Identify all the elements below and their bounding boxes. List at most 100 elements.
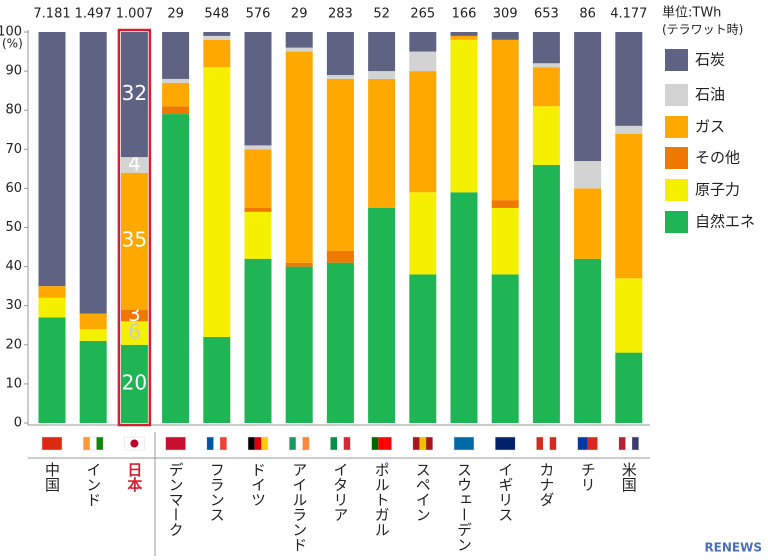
legend-label: 石炭: [695, 51, 725, 69]
legend-label: ガス: [695, 118, 725, 136]
bar-segment: [615, 32, 643, 126]
bar-segment: [120, 321, 148, 345]
flag: [248, 437, 255, 450]
bar-segment: [79, 32, 107, 314]
bar-segment: [326, 75, 354, 79]
total-label: 1.007: [116, 7, 153, 22]
bar-segment: [491, 200, 519, 208]
bar-segment: [574, 32, 602, 162]
y-tick-label: 60: [5, 181, 22, 196]
x-tick-label: 米国: [620, 462, 638, 492]
x-tick-label: デンマーク: [167, 462, 185, 537]
flag: [625, 437, 633, 450]
bar-segment: [368, 207, 396, 423]
bar-segment: [203, 32, 231, 36]
x-tick-label: 中国: [43, 462, 61, 492]
flag: [261, 437, 268, 450]
flag: [587, 437, 598, 450]
total-label: 283: [328, 7, 353, 22]
bar-segment: [450, 192, 478, 423]
unit-label: (テラワット時): [662, 23, 743, 37]
flag: [426, 437, 433, 450]
bar-segment: [285, 266, 313, 423]
bar-segment: [615, 352, 643, 423]
flag: [254, 437, 262, 450]
flag: [618, 437, 626, 450]
flag: [337, 437, 344, 450]
flag: [454, 437, 474, 450]
bar-segment: [120, 309, 148, 322]
flag: [289, 437, 296, 450]
flag-border: [412, 436, 434, 451]
bar-segment: [203, 67, 231, 337]
flag-border: [618, 436, 640, 451]
flag-border: [577, 436, 598, 451]
bar-segment: [326, 32, 354, 76]
bar-segment: [574, 188, 602, 259]
bar-segment: [244, 211, 272, 259]
y-tick-label: 10: [5, 376, 22, 391]
flag: [536, 437, 544, 450]
flag: [165, 437, 186, 450]
flag-dot: [130, 439, 139, 448]
x-tick-label: 日本: [125, 462, 143, 493]
y-tick-label: 40: [5, 259, 22, 274]
bar-segment: [532, 63, 560, 68]
x-tick-label: カナダ: [537, 462, 555, 507]
flag: [419, 437, 427, 450]
y-tick-label: 70: [5, 142, 22, 157]
bar-segment: [491, 274, 519, 423]
data-label: 20: [122, 370, 147, 394]
bar-segment: [162, 78, 190, 83]
flag-border: [494, 436, 516, 451]
bar-segment: [450, 39, 478, 193]
y-tick-label: 90: [5, 64, 22, 79]
bar-segment: [285, 262, 313, 267]
bar-segment: [450, 35, 478, 40]
flag: [495, 437, 516, 450]
bar-segment: [368, 32, 396, 72]
bar-segment: [326, 250, 354, 263]
x-tick-label: スペイン: [414, 462, 432, 522]
x-tick-label: アイルランド: [290, 462, 308, 552]
bar-segment: [615, 278, 643, 353]
data-label: 35: [122, 228, 147, 252]
legend-label: 原子力: [695, 181, 740, 199]
flag-border: [124, 436, 145, 451]
total-label: 653: [534, 7, 559, 22]
flag: [378, 437, 385, 450]
bar-segment: [491, 39, 519, 201]
x-tick-label: ポルトガル: [373, 462, 391, 537]
bar-segment: [244, 207, 272, 212]
bar-segment: [409, 32, 437, 52]
bar-segment: [162, 32, 190, 79]
y-tick-label: 100: [0, 25, 22, 40]
bar-segment: [409, 71, 437, 193]
flag: [549, 437, 557, 450]
bar-segment: [203, 39, 231, 68]
y-unit-label: (%): [2, 37, 23, 51]
flag: [577, 437, 588, 450]
flag-border: [330, 436, 351, 451]
bar-segment: [615, 125, 643, 134]
total-label: 4.177: [610, 7, 647, 22]
y-tick-label: 80: [5, 103, 22, 118]
bar-segment: [532, 164, 560, 423]
flag: [543, 437, 550, 450]
bar-segment: [162, 106, 190, 115]
bar-segment: [532, 32, 560, 64]
bar-segment: [244, 258, 272, 423]
flag-border: [41, 436, 63, 451]
flag: [96, 437, 104, 450]
x-tick-label: スウェーデン: [455, 462, 473, 552]
legend-swatch: [665, 211, 688, 233]
bar-segment: [409, 274, 437, 423]
bar-segment: [409, 51, 437, 72]
x-tick-label: チリ: [579, 462, 597, 492]
total-label: 1.497: [75, 7, 112, 22]
bar-segment: [326, 78, 354, 251]
x-tick-label: イギリス: [496, 462, 514, 522]
total-label: 576: [246, 7, 271, 22]
flag-border: [206, 436, 228, 451]
total-label: 29: [291, 7, 308, 22]
